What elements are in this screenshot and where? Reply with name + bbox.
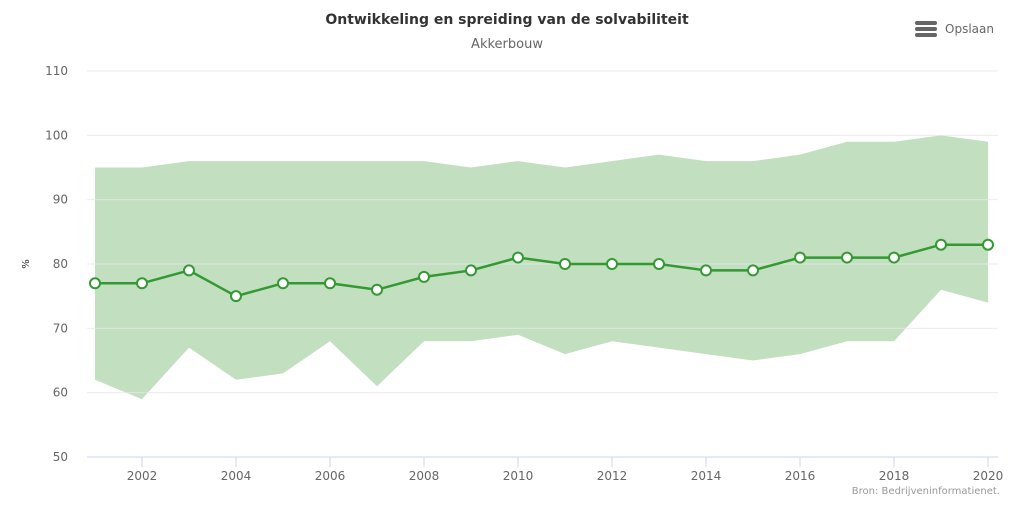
save-label: Opslaan [945, 22, 994, 36]
x-tick-label: 2016 [785, 469, 816, 483]
x-tick-label: 2008 [409, 469, 440, 483]
data-point [371, 283, 383, 296]
data-point [418, 270, 430, 283]
data-point [559, 258, 571, 270]
chart-subtitle: Akkerbouw [471, 37, 543, 52]
data-point [136, 277, 148, 290]
data-point [794, 251, 806, 264]
y-tick-label: 50 [53, 450, 68, 464]
y-tick-label: 90 [53, 193, 68, 207]
data-point [653, 258, 665, 270]
hamburger-menu-icon [915, 21, 938, 37]
data-point [888, 251, 900, 264]
data-point [982, 238, 994, 251]
x-tick-label: 2012 [597, 469, 628, 483]
y-axis-label: % [21, 259, 32, 269]
x-tick-label: 2006 [315, 469, 346, 483]
data-point [606, 258, 618, 270]
x-tick-label: 2018 [879, 469, 910, 483]
spread-band [95, 135, 988, 400]
data-point [277, 277, 289, 290]
y-tick-label: 70 [53, 321, 68, 335]
data-point [700, 264, 712, 277]
data-point [841, 251, 853, 264]
x-tick-label: 2004 [221, 469, 252, 483]
x-tick-label: 2014 [691, 469, 722, 483]
data-point [512, 251, 524, 264]
y-tick-label: 110 [45, 64, 68, 78]
y-tick-label: 60 [53, 386, 68, 400]
credits[interactable]: Bron: Bedrijveninformatienet. [851, 486, 1000, 497]
y-tick-label: 80 [53, 257, 68, 271]
data-point [324, 277, 336, 290]
data-point [230, 290, 242, 303]
x-tick-label: 2002 [127, 469, 158, 483]
series-line [95, 243, 988, 298]
x-tick-label: 2010 [503, 469, 534, 483]
data-point [465, 264, 477, 277]
y-tick-label: 100 [45, 128, 68, 142]
save-button[interactable]: Opslaan [915, 20, 994, 38]
data-point [747, 264, 759, 277]
x-tick-label: 2020 [973, 469, 1004, 483]
data-point [183, 264, 195, 277]
data-point [935, 238, 947, 251]
data-point [89, 277, 101, 290]
chart-title: Ontwikkeling en spreiding van de solvabi… [325, 12, 689, 28]
